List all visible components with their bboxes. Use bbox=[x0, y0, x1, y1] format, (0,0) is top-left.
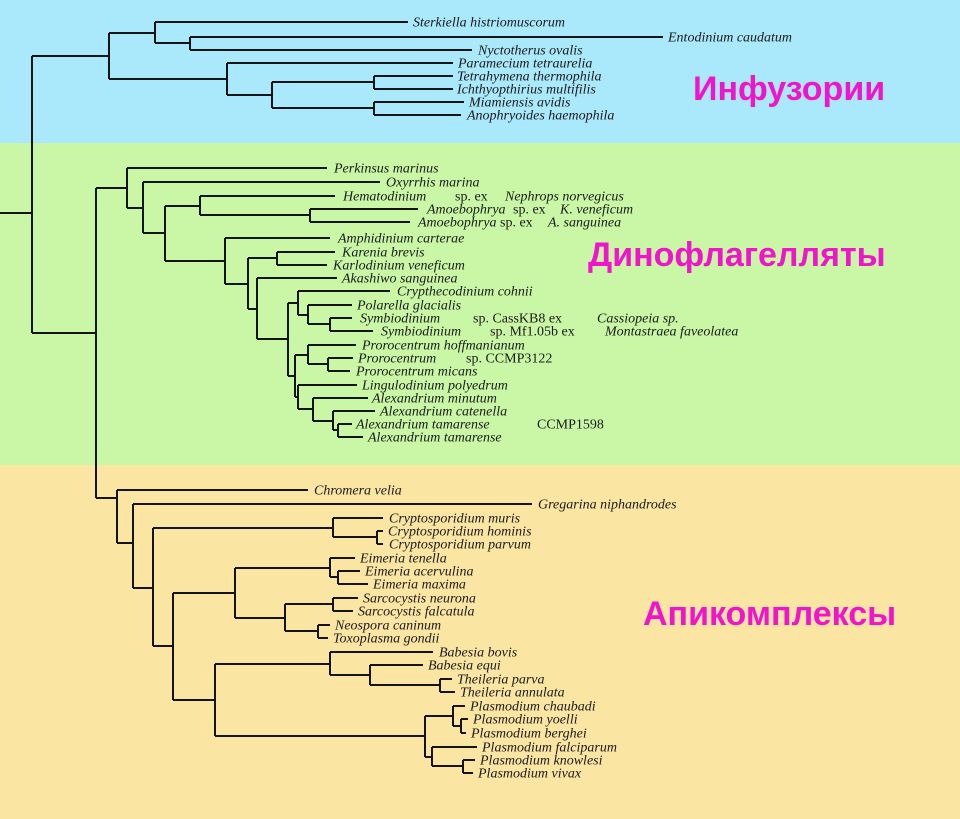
group-label-dinoflagellates: Динофлагелляты bbox=[588, 236, 886, 274]
species-label: Alexandrium catenella bbox=[379, 405, 507, 420]
species-label: Paramecium tetraurelia bbox=[457, 57, 592, 72]
species-label: Alexandrium tamarense bbox=[367, 431, 502, 446]
species-label: Sarcocystis falcatula bbox=[358, 605, 475, 620]
species-label: Plasmodium chaubadi bbox=[469, 700, 596, 715]
species-label: Eimeria maxima bbox=[372, 578, 466, 593]
species-label: Cryptosporidium muris bbox=[389, 512, 521, 527]
species-label: Sarcocystis neurona bbox=[363, 592, 476, 607]
species-label: Karlodinium veneficum bbox=[332, 259, 465, 274]
species-label: Plasmodium berghei bbox=[470, 727, 587, 742]
species-label: Tetrahymena thermophila bbox=[457, 70, 602, 85]
species-label: Babesia equi bbox=[428, 659, 501, 674]
species-label: Hematodinium sp. ex Nephrops norvegicus bbox=[342, 190, 624, 205]
species-label: Alexandrium tamarense CCMP1598 bbox=[355, 418, 604, 433]
species-label: Amphidinium carterae bbox=[337, 232, 464, 247]
species-label: Theileria parva bbox=[457, 673, 545, 688]
species-label: Cryptosporidium parvum bbox=[389, 538, 531, 553]
species-label: Polarella glacialis bbox=[356, 299, 462, 314]
group-label-ciliates: Инфузории bbox=[693, 70, 886, 108]
species-label: Neospora caninum bbox=[334, 619, 441, 634]
species-label: Babesia bovis bbox=[439, 646, 518, 661]
species-label: Symbiodinium sp. Mf1.05b ex Montastraea fa… bbox=[381, 325, 738, 340]
species-label: Prorocentrum hoffmanianum bbox=[361, 339, 525, 354]
species-label: Toxoplasma gondii bbox=[333, 632, 440, 647]
species-label: Sterkiella histriomuscorum bbox=[413, 16, 565, 31]
species-label: Chromera velia bbox=[314, 484, 402, 499]
species-label: Plasmodium knowlesi bbox=[479, 754, 603, 769]
species-label: Alexandrium minutum bbox=[371, 392, 497, 407]
species-label: Nyctotherus ovalis bbox=[477, 44, 583, 59]
species-label: Oxyrrhis marina bbox=[386, 176, 479, 191]
species-label: Karenia brevis bbox=[341, 246, 425, 261]
species-label: Lingulodinium polyedrum bbox=[361, 379, 508, 394]
group-label-apicomplexa: Апикомплексы bbox=[643, 595, 897, 633]
species-label: Prorocentrum sp. CCMP3122 bbox=[357, 352, 552, 367]
species-label: Prorocentrum micans bbox=[355, 365, 478, 380]
species-label: Akashiwo sanguinea bbox=[341, 272, 458, 287]
band-dinoflagellates bbox=[0, 143, 960, 465]
species-label: Crypthecodinium cohnii bbox=[397, 285, 533, 300]
species-label: Miamiensis avidis bbox=[468, 96, 571, 111]
band-apicomplexa bbox=[0, 465, 960, 819]
species-label: Perkinsus marinus bbox=[333, 162, 439, 177]
band-ciliates bbox=[0, 0, 960, 143]
species-label: Eimeria acervulina bbox=[364, 565, 473, 580]
species-label: Cryptosporidium hominis bbox=[388, 525, 532, 540]
species-label: Plasmodium yoelli bbox=[472, 713, 578, 728]
species-label: Eimeria tenella bbox=[359, 552, 447, 567]
species-label: Amoebophrya sp. ex K. veneficum bbox=[426, 203, 633, 218]
species-label: Plasmodium vivax bbox=[477, 767, 582, 782]
species-label: Theileria annulata bbox=[460, 686, 565, 701]
species-label: Amoebophrya sp. ex A. sanguinea bbox=[417, 216, 621, 231]
species-label: Ichthyopthirius multifilis bbox=[456, 83, 596, 98]
species-label: Gregarina niphandrodes bbox=[538, 498, 677, 513]
species-label: Entodinium caudatum bbox=[667, 31, 792, 46]
species-label: Anophryoides haemophila bbox=[466, 109, 614, 124]
species-label: Symbiodinium sp. CassKB8 ex Cassiopeia sp. bbox=[360, 312, 679, 327]
species-label: Plasmodium falciparum bbox=[481, 741, 617, 756]
